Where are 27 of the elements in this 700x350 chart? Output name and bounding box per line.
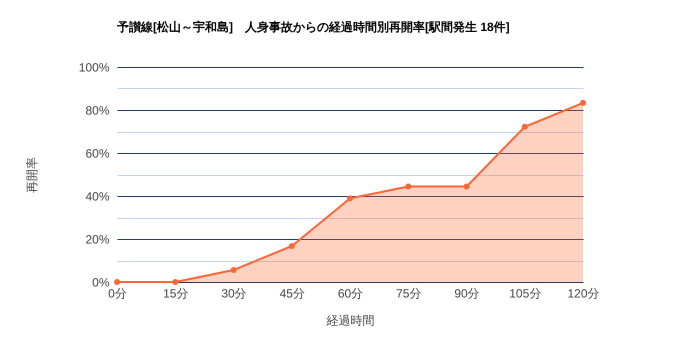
y-tick-label: 80% [85,104,110,118]
chart-title: 予讃線[松山～宇和島] 人身事故からの経過時間別再開率[駅間発生 18件] [116,20,510,34]
point [288,243,295,250]
point [464,184,470,190]
point [580,100,586,106]
x-tick-label: 75分 [396,286,422,300]
x-tick-label: 0分 [108,286,127,300]
x-axis-title: 経過時間 [326,314,374,328]
point [522,124,528,130]
y-tick-label: 0% [92,276,110,290]
point [347,195,353,202]
point [114,279,120,285]
y-tick-label: 40% [85,190,110,204]
y-tick-label: 100% [78,60,110,74]
x-tick-label: 90分 [454,286,480,300]
x-tick-label: 105分 [509,286,542,300]
x-tick-label: 45分 [280,286,305,300]
x-tick-label: 120分 [567,286,600,300]
point [405,184,412,190]
x-tick-label: 60分 [338,286,364,300]
point [172,279,178,285]
y-axis-title: 再開率 [24,157,39,193]
x-tick-label: 30分 [221,286,247,300]
y-tick-label: 60% [85,146,110,160]
point [230,266,236,273]
x-tick-label: 15分 [163,286,188,300]
y-tick-label: 20% [85,232,110,246]
